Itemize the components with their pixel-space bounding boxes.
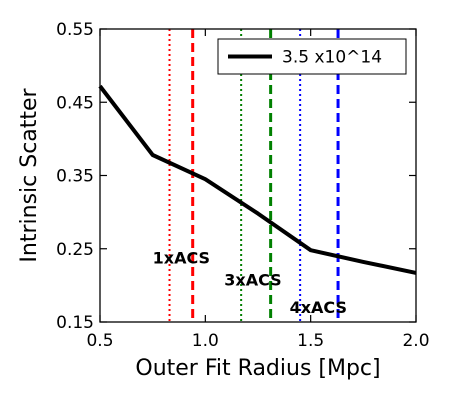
y-tick-label: 0.55 (56, 20, 94, 40)
annotation-2: 3xACS (224, 270, 281, 289)
annotation-1: 1xACS (153, 248, 210, 267)
plot-area (100, 29, 416, 322)
y-tick-label: 0.35 (56, 167, 94, 187)
legend-label: 3.5 x10^14 (282, 48, 382, 68)
annotation-3: 4xACS (290, 298, 347, 317)
y-tick-label: 0.25 (56, 240, 94, 260)
y-tick-label: 0.15 (56, 313, 94, 333)
x-tick-label: 1.0 (192, 331, 219, 351)
x-tick-label: 1.5 (297, 331, 324, 351)
y-tick-label: 0.45 (56, 93, 94, 113)
x-axis-title: Outer Fit Radius [Mpc] (135, 356, 380, 381)
x-tick-label: 0.5 (86, 331, 113, 351)
y-axis-title: Intrinsic Scatter (17, 87, 42, 262)
x-tick-label: 2.0 (402, 331, 429, 351)
